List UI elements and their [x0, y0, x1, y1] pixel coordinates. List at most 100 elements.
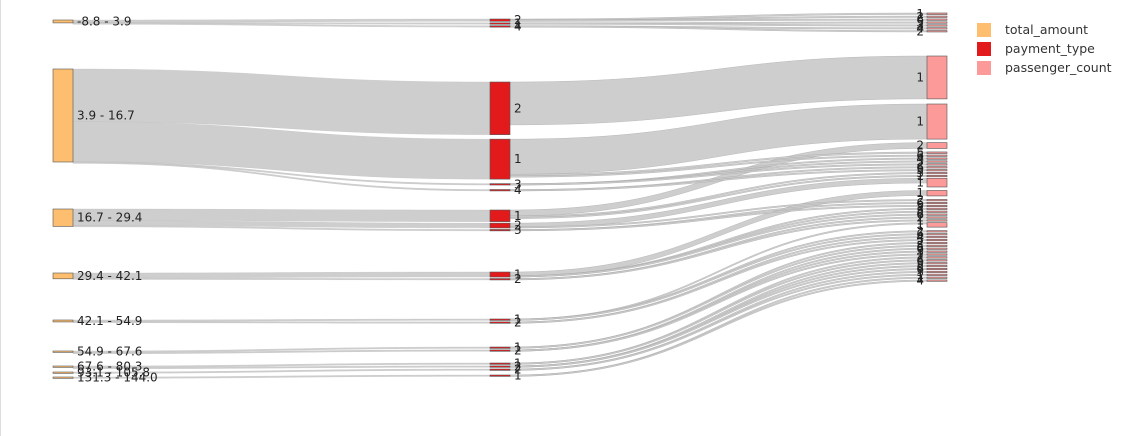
link-total-to-payment[interactable]	[72, 18, 491, 23]
node-passenger-count[interactable]	[926, 236, 948, 239]
link-payment-to-passenger[interactable]	[509, 276, 928, 377]
node-passenger-count[interactable]	[926, 30, 948, 33]
node-payment-type[interactable]	[489, 374, 511, 377]
node-passenger-count[interactable]	[926, 256, 948, 259]
node-passenger-count[interactable]	[926, 276, 948, 279]
node-passenger-count[interactable]	[926, 230, 948, 233]
node-payment-type[interactable]	[489, 81, 511, 135]
node-passenger-count-label: 6	[916, 149, 924, 163]
node-total-amount-label: 29.4 - 42.1	[77, 269, 142, 283]
node-passenger-count-label: 4	[916, 21, 924, 35]
node-passenger-count[interactable]	[926, 213, 948, 216]
node-total-amount[interactable]	[52, 319, 74, 323]
node-payment-type[interactable]	[489, 321, 511, 324]
node-passenger-count[interactable]	[926, 199, 948, 202]
node-passenger-count[interactable]	[926, 175, 948, 178]
node-passenger-count[interactable]	[926, 244, 948, 247]
node-passenger-count[interactable]	[926, 247, 948, 250]
node-total-amount-label: 67.6 - 80.3	[77, 360, 142, 374]
node-total-amount[interactable]	[52, 272, 74, 280]
node-passenger-count[interactable]	[926, 151, 948, 154]
node-payment-type[interactable]	[489, 365, 511, 368]
legend-item-passenger-count[interactable]: passenger_count	[977, 58, 1112, 77]
node-passenger-count[interactable]	[926, 24, 948, 27]
node-payment-type[interactable]	[489, 138, 511, 180]
link-payment-to-passenger[interactable]	[509, 273, 928, 371]
node-payment-type[interactable]	[489, 362, 511, 365]
node-passenger-count[interactable]	[926, 253, 948, 256]
node-payment-type-label: 1	[514, 313, 522, 327]
node-passenger-count[interactable]	[926, 259, 948, 262]
node-passenger-count-label: 6	[916, 227, 924, 241]
node-passenger-count-label: 3	[916, 245, 924, 259]
node-passenger-count[interactable]	[926, 12, 948, 15]
node-passenger-count[interactable]	[926, 160, 948, 163]
node-passenger-count[interactable]	[926, 154, 948, 157]
node-passenger-count[interactable]	[926, 18, 948, 21]
node-passenger-count[interactable]	[926, 190, 948, 197]
node-total-amount[interactable]	[52, 208, 74, 227]
node-payment-type[interactable]	[489, 229, 511, 232]
node-passenger-count-label: 6	[916, 262, 924, 276]
node-passenger-count[interactable]	[926, 219, 948, 222]
node-payment-type[interactable]	[489, 25, 511, 28]
node-passenger-count[interactable]	[926, 210, 948, 213]
node-total-amount[interactable]	[52, 68, 74, 163]
node-passenger-count[interactable]	[926, 27, 948, 30]
node-total-amount[interactable]	[52, 371, 74, 374]
node-passenger-count[interactable]	[926, 172, 948, 175]
node-passenger-count[interactable]	[926, 262, 948, 265]
node-payment-type[interactable]	[489, 22, 511, 25]
node-payment-type[interactable]	[489, 346, 511, 349]
node-passenger-count[interactable]	[926, 216, 948, 219]
node-passenger-count[interactable]	[926, 55, 948, 100]
link-payment-to-passenger[interactable]	[509, 253, 928, 352]
node-total-amount[interactable]	[52, 19, 74, 24]
node-passenger-count[interactable]	[926, 157, 948, 160]
node-total-amount[interactable]	[52, 365, 74, 368]
legend-label-passenger-count: passenger_count	[1005, 60, 1112, 75]
node-total-amount-label: 93.1 - 105.8	[77, 366, 150, 380]
node-passenger-count[interactable]	[926, 166, 948, 169]
node-payment-type-label: 2	[514, 13, 522, 27]
legend-item-total-amount[interactable]: total_amount	[977, 20, 1112, 39]
node-passenger-count[interactable]	[926, 250, 948, 253]
node-passenger-count[interactable]	[926, 207, 948, 210]
node-passenger-count[interactable]	[926, 222, 948, 228]
node-passenger-count[interactable]	[926, 239, 948, 242]
node-payment-type-label: 4	[514, 19, 522, 33]
node-passenger-count[interactable]	[926, 15, 948, 18]
link-payment-to-passenger[interactable]	[509, 271, 928, 371]
node-passenger-count[interactable]	[926, 177, 948, 188]
node-passenger-count[interactable]	[926, 202, 948, 205]
node-payment-type[interactable]	[489, 278, 511, 281]
legend-item-payment-type[interactable]: payment_type	[977, 39, 1112, 58]
node-total-amount[interactable]	[52, 376, 74, 379]
node-payment-type[interactable]	[489, 209, 511, 222]
node-passenger-count[interactable]	[926, 204, 948, 207]
node-passenger-count[interactable]	[926, 233, 948, 236]
node-payment-type[interactable]	[489, 189, 511, 192]
node-passenger-count[interactable]	[926, 142, 948, 149]
node-passenger-count[interactable]	[926, 241, 948, 244]
node-passenger-count[interactable]	[926, 273, 948, 276]
node-passenger-count[interactable]	[926, 270, 948, 273]
node-total-amount[interactable]	[52, 350, 74, 353]
node-payment-type[interactable]	[489, 368, 511, 371]
node-passenger-count-label: 2	[916, 224, 924, 238]
node-passenger-count[interactable]	[926, 103, 948, 140]
node-passenger-count[interactable]	[926, 21, 948, 24]
node-passenger-count[interactable]	[926, 268, 948, 271]
node-passenger-count[interactable]	[926, 279, 948, 282]
node-passenger-count[interactable]	[926, 163, 948, 166]
node-payment-type[interactable]	[489, 18, 511, 22]
node-payment-type[interactable]	[489, 271, 511, 278]
node-passenger-count[interactable]	[926, 265, 948, 268]
node-payment-type[interactable]	[489, 318, 511, 321]
node-payment-type-label: 1	[514, 357, 522, 371]
node-passenger-count-label: 1	[916, 213, 924, 227]
node-passenger-count[interactable]	[926, 169, 948, 172]
node-payment-type[interactable]	[489, 349, 511, 352]
node-payment-type[interactable]	[489, 222, 511, 229]
node-payment-type[interactable]	[489, 183, 511, 186]
